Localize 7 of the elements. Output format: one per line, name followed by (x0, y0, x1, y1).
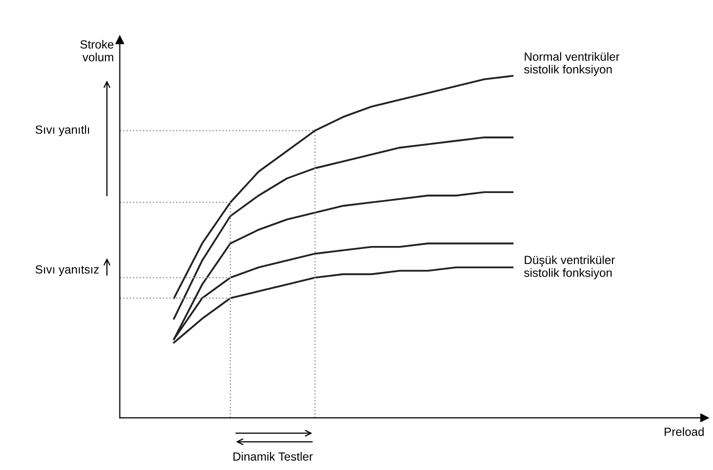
text: Dinamik Testler (233, 452, 313, 461)
text: Preload (664, 427, 704, 436)
y-axis-title: Stroke volum (80, 40, 114, 62)
series-label: Normal ventriküler sistolik fonksiyon (524, 52, 620, 76)
text: Sıvı yanıtsız (36, 265, 99, 276)
series-label: Düşük ventriküler sistolik fonksiyon (524, 255, 615, 280)
text: Sıvı yanıtlı (36, 125, 89, 136)
